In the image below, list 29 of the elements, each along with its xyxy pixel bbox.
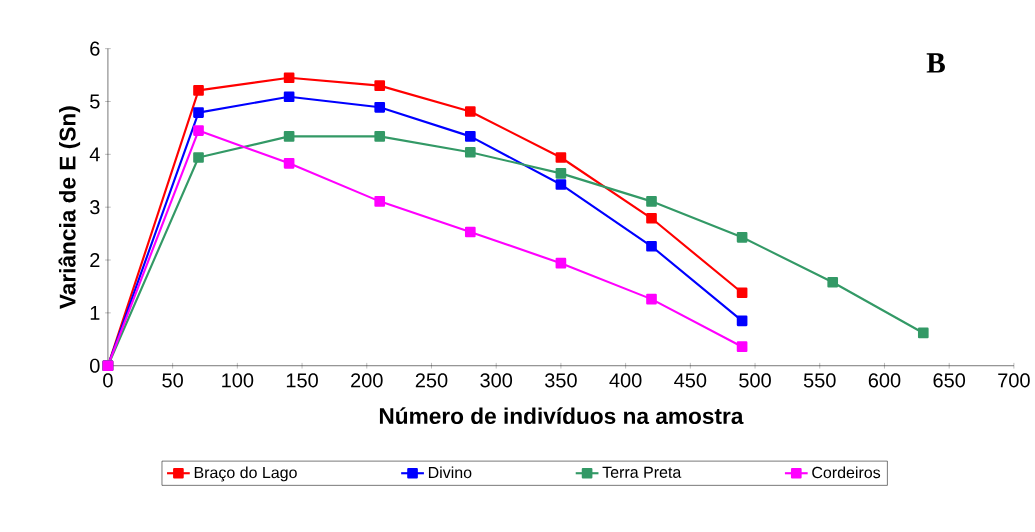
legend-label: Divino	[428, 466, 472, 479]
x-tick-label: 350	[544, 373, 577, 388]
x-tick-label: 250	[415, 373, 448, 388]
legend-label: Braço do Lago	[194, 466, 297, 482]
x-tick-label: 200	[351, 373, 383, 388]
y-tick-label: 2	[90, 253, 100, 268]
x-tick-label: 650	[933, 373, 966, 388]
y-tick-label: 1	[90, 306, 100, 320]
y-axis-title: Variância de E (Sn)	[58, 106, 81, 310]
x-axis-title: Número de indivíduos na amostra	[379, 407, 744, 425]
y-tick-label: 0	[90, 358, 100, 373]
x-tick-label: 500	[739, 373, 771, 388]
annotation: B	[926, 53, 945, 73]
x-tick-label: 550	[803, 373, 836, 388]
x-tick-label: 0	[103, 373, 113, 388]
x-tick-label: 700	[998, 373, 1030, 388]
legend-label: Cordeiros	[812, 466, 881, 479]
y-tick-label: 3	[90, 200, 100, 215]
y-tick-label: 5	[90, 94, 100, 109]
y-tick-label: 4	[89, 147, 100, 162]
legend-label: Terra Preta	[602, 466, 682, 479]
x-tick-label: 100	[222, 373, 254, 388]
y-tick-label: 6	[90, 41, 100, 56]
x-tick-label: 150	[286, 373, 318, 388]
x-tick-label: 50	[162, 373, 183, 388]
x-tick-label: 400	[609, 373, 642, 388]
x-tick-label: 450	[674, 373, 707, 388]
x-tick-label: 300	[480, 373, 513, 388]
x-tick-label: 600	[868, 373, 901, 388]
